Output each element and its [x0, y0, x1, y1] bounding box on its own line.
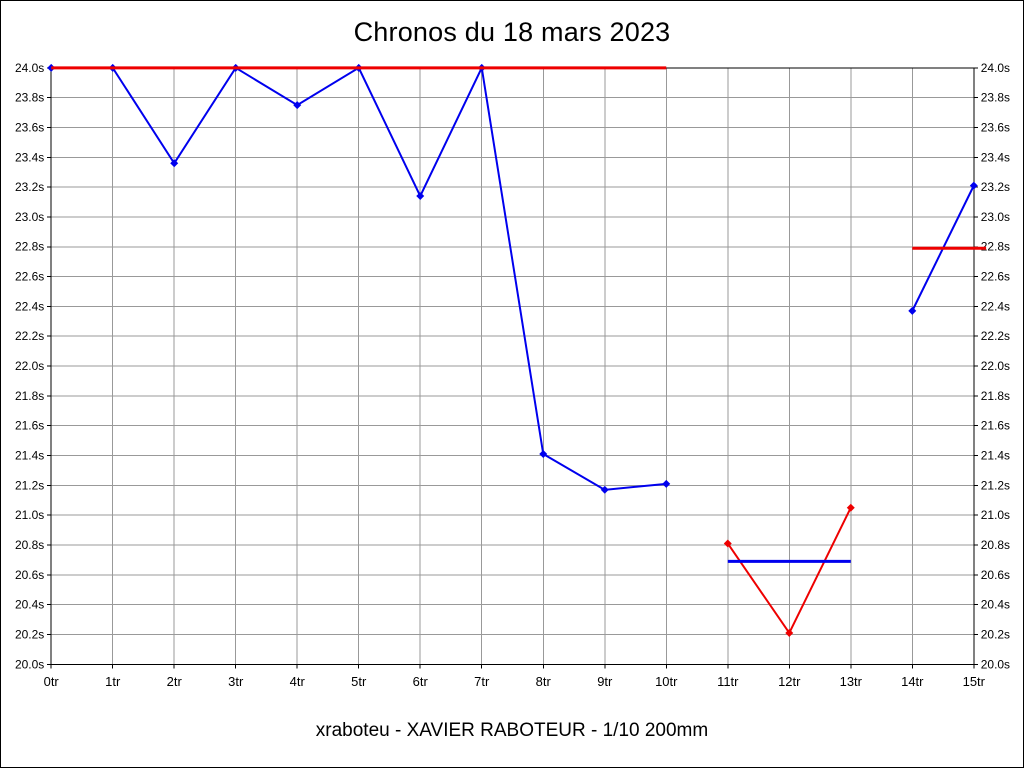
data-point-marker	[539, 450, 548, 459]
chart-title: Chronos du 18 mars 2023	[353, 17, 671, 47]
y-tick-label-left: 21.6s	[15, 419, 44, 433]
y-tick-label-right: 21.8s	[981, 389, 1010, 403]
y-tick-label-right: 23.0s	[981, 210, 1010, 224]
x-tick-label: 9tr	[597, 674, 613, 689]
grid	[51, 67, 974, 665]
y-tick-label-right: 23.4s	[981, 150, 1010, 164]
y-tick-label-left: 23.2s	[15, 180, 44, 194]
data-point-marker	[416, 192, 425, 201]
x-tick-label: 11tr	[717, 674, 739, 689]
data-point-marker	[662, 479, 671, 488]
y-tick-label-left: 22.8s	[15, 240, 44, 254]
y-tick-label-left: 23.4s	[15, 150, 44, 164]
y-tick-label-left: 23.0s	[15, 210, 44, 224]
x-tick-label: 6tr	[413, 674, 429, 689]
data-point-marker	[846, 503, 855, 512]
y-tick-label-right: 20.8s	[981, 538, 1010, 552]
y-tick-label-right: 22.8s	[981, 240, 1010, 254]
y-tick-label-right: 22.2s	[981, 329, 1010, 343]
y-tick-label-right: 20.2s	[981, 627, 1010, 641]
y-tick-label-right: 21.2s	[981, 478, 1010, 492]
y-tick-label-right: 22.6s	[981, 270, 1010, 284]
x-tick-label: 2tr	[167, 674, 183, 689]
y-tick-label-right: 24.0s	[981, 61, 1010, 75]
y-tick-label-right: 23.8s	[981, 91, 1010, 105]
x-tick-label: 15tr	[963, 674, 986, 689]
y-tick-label-right: 20.0s	[981, 657, 1010, 671]
y-tick-label-left: 22.4s	[15, 299, 44, 313]
y-tick-label-left: 21.4s	[15, 449, 44, 463]
axis-labels: 24.0s 24.0s 23.8s 23.8s 23.6s 23.6s 23.4s 23.4s…	[15, 61, 1010, 689]
data-point-marker	[969, 181, 978, 190]
y-tick-label-left: 21.2s	[15, 478, 44, 492]
data-point-marker	[600, 485, 609, 494]
x-tick-label: 13tr	[840, 674, 863, 689]
y-tick-label-right: 22.0s	[981, 359, 1010, 373]
y-tick-label-left: 21.8s	[15, 389, 44, 403]
x-tick-label: 14tr	[901, 674, 924, 689]
y-tick-label-left: 22.2s	[15, 329, 44, 343]
y-tick-label-left: 23.6s	[15, 120, 44, 134]
data-point-marker	[908, 306, 917, 315]
driver-caption: xraboteu - XAVIER RABOTEUR - 1/10 200mm	[315, 720, 709, 741]
data-point-marker	[170, 159, 179, 168]
y-tick-label-left: 20.8s	[15, 538, 44, 552]
y-tick-label-right: 22.4s	[981, 299, 1010, 313]
data-point-marker	[785, 628, 794, 637]
y-tick-label-left: 20.6s	[15, 568, 44, 582]
data-point-marker	[723, 539, 732, 548]
y-tick-label-left: 21.0s	[15, 508, 44, 522]
y-tick-label-right: 23.6s	[981, 120, 1010, 134]
y-tick-label-right: 23.2s	[981, 180, 1010, 194]
y-tick-label-left: 22.0s	[15, 359, 44, 373]
x-tick-label: 3tr	[228, 674, 244, 689]
y-tick-label-left: 23.8s	[15, 91, 44, 105]
y-tick-label-left: 20.2s	[15, 627, 44, 641]
y-tick-label-left: 24.0s	[15, 61, 44, 75]
y-tick-label-right: 21.0s	[981, 508, 1010, 522]
x-tick-label: 7tr	[474, 674, 490, 689]
y-tick-label-right: 20.6s	[981, 568, 1010, 582]
y-tick-label-left: 22.6s	[15, 270, 44, 284]
y-tick-label-left: 20.0s	[15, 657, 44, 671]
x-tick-label: 12tr	[778, 674, 801, 689]
x-tick-label: 1tr	[105, 674, 121, 689]
x-tick-label: 5tr	[351, 674, 367, 689]
x-tick-label: 0tr	[44, 674, 60, 689]
y-tick-label-right: 20.4s	[981, 598, 1010, 612]
x-tick-label: 10tr	[655, 674, 678, 689]
y-tick-label-left: 20.4s	[15, 598, 44, 612]
y-tick-label-right: 21.6s	[981, 419, 1010, 433]
x-tick-label: 8tr	[536, 674, 552, 689]
series-lap-times-red	[723, 503, 855, 637]
y-tick-label-right: 21.4s	[981, 449, 1010, 463]
x-tick-label: 4tr	[290, 674, 306, 689]
